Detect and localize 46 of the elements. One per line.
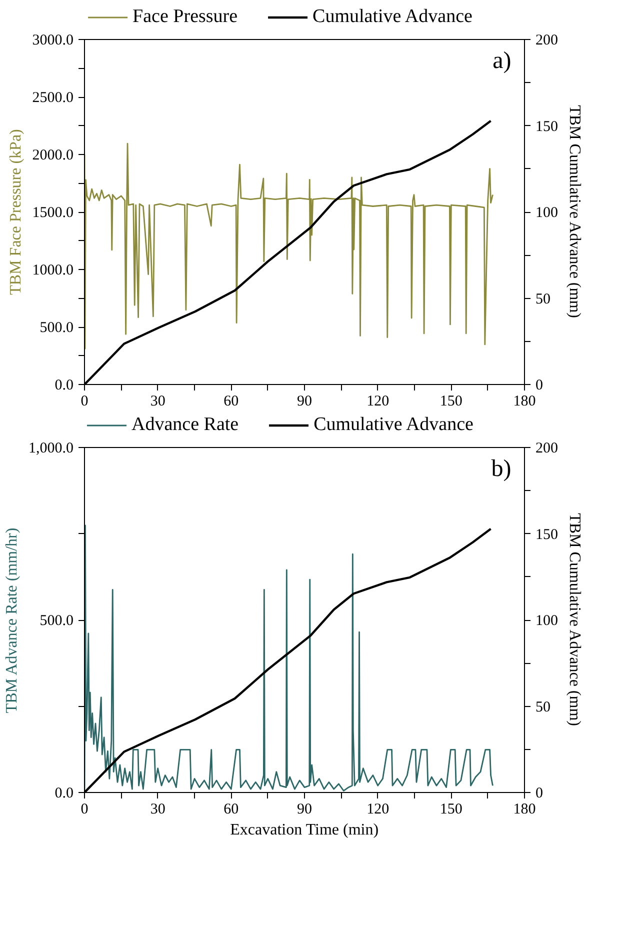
x-tick-label: 120	[366, 394, 390, 410]
y2-tick-label: 100	[536, 613, 558, 629]
annotation: b)	[491, 456, 512, 482]
y-tick-label: 500.0	[40, 613, 74, 629]
y2-tick-label: 100	[536, 205, 558, 221]
y-axis-title: TBM Face Pressure (kPa)	[7, 129, 24, 295]
y2-tick-label: 150	[536, 118, 558, 135]
x-tick-label: 150	[440, 802, 462, 818]
x-tick-label: 150	[440, 394, 462, 410]
x-tick-label: 0	[80, 802, 88, 818]
y2-tick-label: 0	[536, 378, 543, 394]
y-tick-label: 1000.0	[32, 262, 74, 278]
x-tick-label: 30	[150, 802, 166, 818]
x-tick-label: 0	[80, 394, 88, 410]
x-axis-title: Excavation Time (min)	[230, 822, 379, 838]
y-tick-label: 500.0	[40, 320, 74, 336]
x-tick-label: 60	[224, 394, 239, 410]
y2-axis-title: TBM Cumulative Advance (mm)	[566, 105, 583, 318]
y2-axis-title: TBM Cumulative Advance (mm)	[566, 513, 583, 726]
y2-tick-label: 50	[536, 291, 550, 308]
legend-label: Cumulative Advance	[314, 414, 474, 436]
x-tick-label: 180	[513, 394, 536, 410]
line-series	[84, 142, 494, 350]
y-tick-label: 0.0	[54, 786, 74, 802]
legend-label: Advance Rate	[132, 414, 239, 436]
x-tick-label: 60	[224, 802, 239, 818]
y-tick-label: 2500.0	[32, 90, 74, 106]
x-tick-label: 90	[297, 394, 312, 410]
x-tick-label: 30	[150, 394, 166, 410]
y-tick-label: 1,000.0	[28, 440, 74, 456]
y2-tick-label: 50	[536, 699, 550, 716]
y-tick-label: 2000.0	[32, 148, 74, 164]
y-tick-label: 3000.0	[32, 32, 74, 48]
y2-tick-label: 200	[536, 32, 558, 48]
y-axis-title: TBM Advance Rate (mm/hr)	[4, 528, 20, 714]
legend-label: Face Pressure	[132, 6, 238, 28]
x-tick-label: 180	[513, 802, 536, 818]
y2-tick-label: 150	[536, 526, 558, 543]
y-tick-label: 0.0	[54, 378, 74, 394]
y-tick-label: 1500.0	[32, 205, 74, 221]
x-tick-label: 90	[297, 802, 312, 818]
x-tick-label: 120	[366, 802, 390, 818]
y2-tick-label: 0	[536, 786, 543, 802]
legend-label: Cumulative Advance	[312, 6, 472, 28]
annotation: a)	[492, 48, 512, 74]
y2-tick-label: 200	[536, 440, 558, 456]
